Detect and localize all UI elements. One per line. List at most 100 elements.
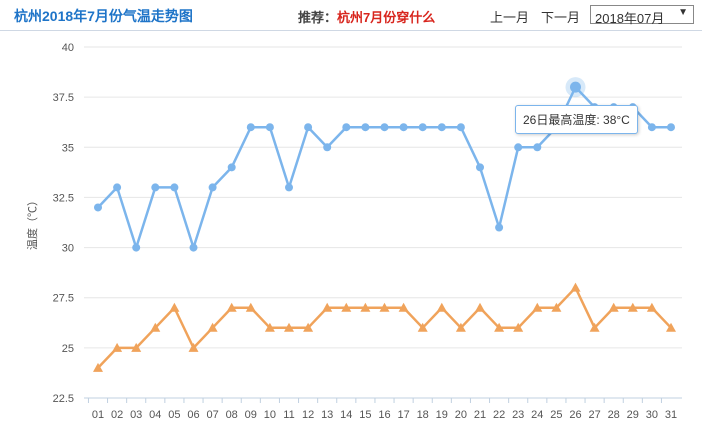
- x-tick-label: 03: [130, 409, 142, 421]
- recommend-label: 推荐：: [298, 10, 338, 25]
- data-point-high[interactable]: [456, 123, 465, 132]
- x-tick-label: 27: [588, 409, 600, 421]
- chart-title: 杭州2018年7月份气温走势图: [14, 8, 193, 24]
- data-point-high[interactable]: [476, 163, 484, 172]
- y-tick-label: 40: [62, 42, 74, 54]
- y-tick-label: 22.5: [53, 393, 74, 405]
- data-point-high[interactable]: [570, 81, 581, 93]
- data-point-high[interactable]: [514, 143, 523, 152]
- x-tick-label: 09: [245, 409, 257, 421]
- data-point-low[interactable]: [93, 362, 103, 372]
- x-tick-label: 15: [359, 409, 371, 421]
- data-point-low[interactable]: [303, 322, 314, 332]
- month-select-value: 2018年07月: [595, 11, 665, 26]
- data-point-high[interactable]: [323, 143, 332, 152]
- tooltip: 26日最高温度: 38°C: [515, 105, 638, 134]
- data-point-high[interactable]: [437, 123, 446, 132]
- data-point-low[interactable]: [513, 322, 524, 332]
- y-tick-label: 25: [62, 343, 74, 355]
- y-tick-label: 35: [62, 142, 74, 154]
- x-tick-label: 12: [302, 409, 314, 421]
- data-point-high[interactable]: [361, 123, 370, 132]
- data-point-high[interactable]: [189, 243, 198, 252]
- data-point-low[interactable]: [150, 322, 161, 332]
- data-point-low[interactable]: [226, 302, 237, 312]
- data-point-low[interactable]: [475, 302, 485, 312]
- x-tick-label: 08: [226, 409, 238, 421]
- data-point-low[interactable]: [284, 322, 294, 332]
- y-tick-label: 30: [62, 243, 74, 255]
- data-point-low[interactable]: [455, 322, 466, 332]
- data-point-high[interactable]: [151, 183, 160, 192]
- data-point-high[interactable]: [170, 183, 179, 192]
- data-point-high[interactable]: [285, 183, 293, 192]
- x-tick-label: 29: [627, 409, 639, 421]
- x-tick-label: 24: [531, 409, 543, 421]
- data-point-low[interactable]: [379, 302, 390, 312]
- x-tick-label: 31: [665, 409, 677, 421]
- x-tick-label: 22: [493, 409, 505, 421]
- data-point-low[interactable]: [169, 302, 180, 312]
- x-tick-label: 30: [646, 409, 658, 421]
- data-point-low[interactable]: [666, 322, 676, 332]
- data-point-low[interactable]: [188, 342, 199, 352]
- data-point-high[interactable]: [265, 123, 274, 132]
- data-point-high[interactable]: [132, 243, 141, 252]
- data-point-low[interactable]: [436, 302, 447, 312]
- x-tick-label: 04: [149, 409, 161, 421]
- data-point-low[interactable]: [245, 302, 256, 312]
- recommend-link[interactable]: 杭州7月份穿什么: [337, 10, 436, 25]
- data-point-low[interactable]: [417, 322, 428, 332]
- data-point-low[interactable]: [131, 342, 142, 352]
- data-point-high[interactable]: [94, 203, 102, 212]
- x-tick-label: 19: [436, 409, 448, 421]
- data-point-high[interactable]: [418, 123, 427, 132]
- data-point-low[interactable]: [341, 302, 352, 312]
- x-tick-label: 26: [569, 409, 581, 421]
- data-point-high[interactable]: [667, 123, 675, 132]
- data-point-high[interactable]: [246, 123, 255, 132]
- y-tick-label: 37.5: [53, 92, 74, 104]
- data-point-low[interactable]: [551, 302, 562, 312]
- x-tick-label: 23: [512, 409, 524, 421]
- data-point-low[interactable]: [494, 322, 505, 332]
- data-point-low[interactable]: [112, 342, 123, 352]
- next-month-link[interactable]: 下一月: [541, 10, 581, 25]
- data-point-low[interactable]: [398, 302, 409, 312]
- data-point-low[interactable]: [608, 302, 619, 312]
- data-point-low[interactable]: [570, 282, 581, 292]
- data-point-high[interactable]: [113, 183, 122, 192]
- x-tick-label: 02: [111, 409, 123, 421]
- series-high: [94, 77, 675, 252]
- data-point-low[interactable]: [264, 322, 275, 332]
- data-point-low[interactable]: [360, 302, 371, 312]
- month-select[interactable]: 2018年07月 ▼: [590, 5, 694, 26]
- x-tick-label: 20: [455, 409, 467, 421]
- data-point-high[interactable]: [304, 123, 313, 132]
- x-tick-label: 16: [378, 409, 390, 421]
- data-point-high[interactable]: [399, 123, 408, 132]
- data-point-high[interactable]: [495, 223, 504, 232]
- data-point-low[interactable]: [207, 322, 218, 332]
- data-point-high[interactable]: [227, 163, 236, 172]
- data-point-low[interactable]: [589, 322, 600, 332]
- data-point-high[interactable]: [533, 143, 542, 152]
- data-point-high[interactable]: [380, 123, 389, 132]
- x-tick-label: 21: [474, 409, 486, 421]
- x-axis-ticks: 01 02 03 04 05 06 07 08 09 10 11 12 13 14 15 16 17 18 19 20…: [87, 398, 677, 421]
- data-point-low[interactable]: [646, 302, 657, 312]
- data-point-low[interactable]: [627, 302, 638, 312]
- data-point-high[interactable]: [647, 123, 656, 132]
- data-point-high[interactable]: [208, 183, 217, 192]
- grid-lines: [84, 46, 682, 399]
- x-tick-label: 10: [264, 409, 276, 421]
- data-point-high[interactable]: [342, 123, 351, 132]
- data-point-low[interactable]: [322, 302, 333, 312]
- prev-month-link[interactable]: 上一月: [490, 10, 530, 25]
- y-axis-ticks: 22.5 25 27.5 30 32.5 35 37.5 40: [53, 42, 74, 405]
- chevron-down-icon: ▼: [678, 7, 688, 18]
- x-tick-label: 17: [397, 409, 409, 421]
- y-axis-label: 温度（℃）: [25, 195, 39, 250]
- data-point-low[interactable]: [532, 302, 543, 312]
